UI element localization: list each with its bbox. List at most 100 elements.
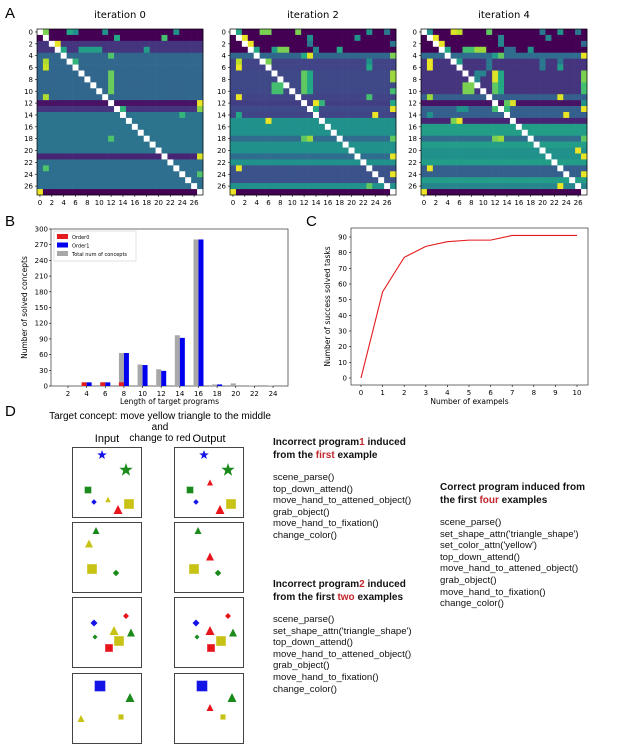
heatmap-cell: [480, 112, 487, 119]
heatmap-cell: [354, 147, 361, 154]
heatmap-cell: [277, 189, 284, 196]
heading-emphasis: two: [337, 591, 355, 603]
heatmap-cell: [295, 117, 302, 125]
triangle-shape: [215, 505, 225, 514]
heatmap-cell: [265, 165, 272, 172]
bar-total: [212, 384, 218, 386]
heatmap-cell: [492, 106, 499, 113]
heatmap-cell: [444, 70, 451, 77]
x-tick-label: 2: [402, 389, 406, 397]
heatmap-cell: [161, 165, 168, 172]
heatmap-cell: [539, 88, 546, 95]
heatmap-title: iteration 2: [287, 10, 339, 21]
heatmap-cell: [456, 171, 463, 178]
heatmap-cell: [342, 70, 349, 77]
heatmap-cell: [66, 147, 73, 154]
y-tick-label: 4: [413, 52, 418, 60]
heatmap-cell: [360, 171, 367, 178]
heatmap-cell: [539, 76, 546, 83]
heatmap-cell: [390, 52, 397, 59]
heatmap-cell: [438, 64, 446, 71]
heatmap-cell: [438, 189, 446, 196]
triangle-shape: [127, 628, 135, 637]
heatmap-cell: [456, 82, 463, 89]
heatmap-cell: [247, 40, 255, 48]
heatmap-cell: [504, 88, 511, 95]
heatmap-cell: [521, 106, 529, 113]
heatmap-cell: [354, 189, 361, 196]
heatmap-cell: [426, 183, 434, 190]
heatmap-cell: [426, 165, 434, 172]
heatmap-cell: [569, 46, 576, 54]
heatmap-cell: [155, 106, 162, 113]
heatmap-cell: [265, 141, 272, 148]
heatmap-cell: [527, 52, 534, 59]
heatmap-cell: [173, 29, 180, 36]
heatmap-cell: [384, 153, 391, 160]
heatmap-cell: [271, 64, 278, 71]
heatmap-cell: [330, 64, 338, 71]
heatmap-cell: [569, 153, 576, 160]
heatmap-cell: [313, 153, 320, 160]
heatmap-cell: [114, 183, 121, 190]
heatmap-cell: [324, 82, 332, 89]
heatmap-cell: [247, 64, 255, 71]
heatmap-cell: [360, 76, 367, 83]
target-concept-title: Target concept: move yellow triangle to …: [40, 411, 280, 444]
heatmap-cell: [277, 153, 284, 160]
bar-order0: [81, 382, 87, 386]
heatmap-cell: [149, 129, 156, 137]
heatmap-cell: [54, 52, 62, 59]
heatmap-cell: [289, 88, 296, 95]
heatmap-cell: [551, 177, 558, 184]
heatmap-cell: [197, 135, 204, 142]
heatmap-cell: [354, 153, 361, 160]
heatmap-cell: [60, 34, 67, 42]
heatmap-cell: [336, 159, 343, 166]
heatmap-cell: [539, 123, 546, 131]
heatmap-cell: [313, 141, 320, 148]
heatmap-cell: [432, 189, 440, 196]
heatmap-cell: [563, 177, 570, 184]
heatmap-cell: [348, 58, 355, 65]
heatmap-cell: [185, 177, 192, 184]
y-tick-label: 16: [24, 123, 33, 131]
heatmap-cell: [42, 129, 50, 137]
heatmap-cell: [277, 100, 284, 107]
heatmap-cell: [486, 112, 493, 119]
heatmap-cell: [450, 165, 457, 172]
heatmap-cell: [60, 88, 67, 95]
y-tick-label: 180: [35, 288, 48, 296]
heatmap-cell: [253, 171, 260, 178]
heatmap-cell: [120, 106, 127, 113]
heatmap-cell: [90, 94, 97, 101]
heatmap-cell: [179, 34, 186, 42]
heatmap-cell: [66, 123, 73, 131]
heatmap-cell: [247, 94, 255, 101]
heatmap-cell: [563, 52, 570, 59]
heatmap-cell: [173, 123, 180, 131]
heatmap-cell: [78, 70, 85, 77]
heatmap-cell: [137, 177, 145, 184]
heatmap-cell: [72, 189, 79, 196]
heatmap-cell: [125, 189, 133, 196]
y-tick-label: 26: [408, 183, 417, 191]
heatmap-cell: [450, 117, 457, 125]
heatmap-cell: [259, 147, 266, 154]
heatmap-cell: [253, 112, 260, 119]
heatmap-cell: [301, 64, 308, 71]
heatmap-cell: [421, 64, 428, 71]
heatmap-cell: [37, 177, 44, 184]
heatmap-cell: [504, 159, 511, 166]
heatmap-cell: [545, 106, 552, 113]
heatmap-cell: [569, 147, 576, 154]
heatmap-cell: [149, 135, 156, 142]
heatmap-cell: [575, 141, 582, 148]
square-shape: [84, 486, 92, 494]
heatmap-cell: [102, 117, 109, 125]
heatmap-cell: [569, 29, 576, 36]
heatmap-cell: [108, 153, 115, 160]
heatmap-cell: [450, 76, 457, 83]
heatmap-cell: [247, 82, 255, 89]
heatmap-cell: [324, 147, 332, 154]
